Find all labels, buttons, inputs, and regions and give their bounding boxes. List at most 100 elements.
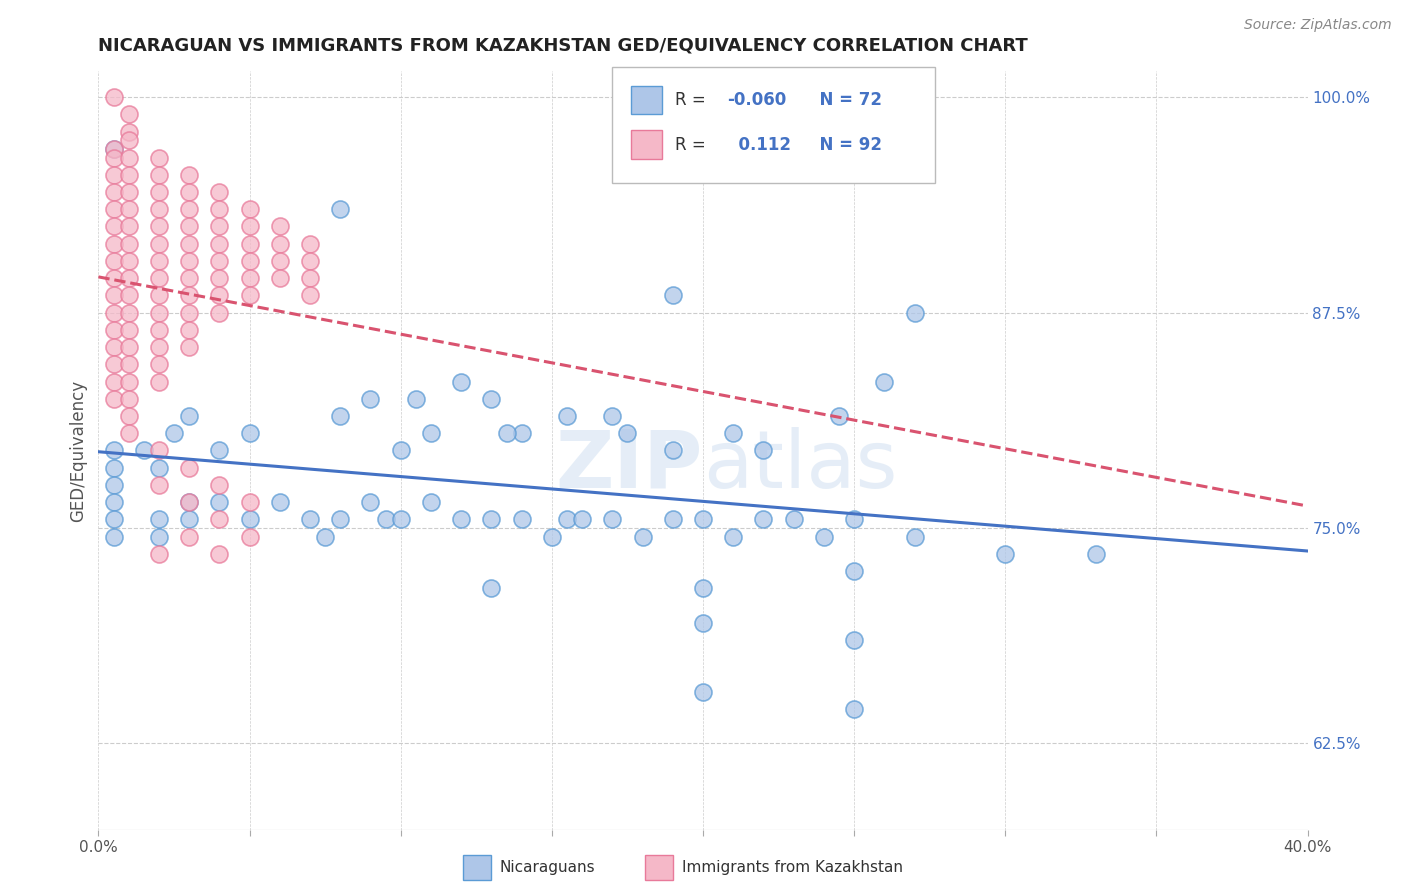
Point [103, 142, 125, 156]
Text: N = 72: N = 72 [808, 91, 883, 109]
Point [103, 340, 125, 354]
Point [555, 409, 578, 423]
Point [103, 288, 125, 302]
Point [329, 512, 352, 526]
Point [692, 582, 714, 596]
Point [132, 443, 155, 458]
Point [148, 323, 170, 337]
Point [239, 495, 262, 509]
Point [148, 288, 170, 302]
Point [661, 288, 683, 302]
Point [208, 512, 231, 526]
Point [163, 426, 186, 441]
Point [208, 288, 231, 302]
Point [103, 202, 125, 217]
Point [374, 512, 396, 526]
Point [329, 202, 352, 217]
Point [692, 684, 714, 698]
Point [103, 305, 125, 319]
Point [510, 512, 533, 526]
Point [873, 375, 896, 389]
Point [420, 495, 443, 509]
Text: R =: R = [675, 91, 711, 109]
Point [103, 151, 125, 165]
Point [103, 168, 125, 182]
Point [118, 426, 141, 441]
Text: R =: R = [675, 136, 711, 153]
Point [103, 512, 125, 526]
Point [481, 392, 503, 406]
Point [540, 530, 562, 544]
Point [555, 512, 578, 526]
Point [239, 271, 262, 285]
Point [179, 305, 201, 319]
Point [103, 443, 125, 458]
Point [269, 271, 291, 285]
Point [602, 409, 624, 423]
Point [314, 530, 336, 544]
Point [179, 253, 201, 268]
Point [389, 443, 412, 458]
Point [118, 125, 141, 139]
Point [148, 512, 170, 526]
Point [179, 495, 201, 509]
Point [208, 202, 231, 217]
Point [103, 219, 125, 234]
Point [103, 323, 125, 337]
Point [208, 547, 231, 561]
Point [103, 392, 125, 406]
Point [118, 305, 141, 319]
Point [661, 443, 683, 458]
Point [148, 443, 170, 458]
Point [118, 107, 141, 121]
Point [994, 547, 1017, 561]
Point [118, 219, 141, 234]
Text: atlas: atlas [703, 426, 897, 505]
Point [844, 512, 866, 526]
Point [148, 219, 170, 234]
Text: Nicaraguans: Nicaraguans [499, 861, 595, 875]
Point [239, 219, 262, 234]
Point [239, 288, 262, 302]
Point [148, 357, 170, 371]
Point [239, 253, 262, 268]
Point [571, 512, 593, 526]
Point [118, 392, 141, 406]
Point [783, 512, 806, 526]
Point [208, 443, 231, 458]
Point [118, 340, 141, 354]
Point [269, 219, 291, 234]
Point [208, 185, 231, 199]
Text: 0.112: 0.112 [727, 136, 792, 153]
Point [103, 90, 125, 104]
Point [103, 185, 125, 199]
Point [299, 236, 322, 251]
Point [148, 185, 170, 199]
Point [118, 375, 141, 389]
Point [616, 426, 638, 441]
Point [103, 530, 125, 544]
Point [239, 530, 262, 544]
Point [103, 495, 125, 509]
Point [118, 133, 141, 147]
Point [118, 185, 141, 199]
Text: -0.060: -0.060 [727, 91, 786, 109]
Point [752, 443, 775, 458]
Point [118, 168, 141, 182]
Point [723, 530, 745, 544]
Point [269, 253, 291, 268]
Text: Immigrants from Kazakhstan: Immigrants from Kazakhstan [682, 861, 903, 875]
Text: NICARAGUAN VS IMMIGRANTS FROM KAZAKHSTAN GED/EQUIVALENCY CORRELATION CHART: NICARAGUAN VS IMMIGRANTS FROM KAZAKHSTAN… [98, 37, 1028, 54]
Point [405, 392, 427, 406]
Point [148, 375, 170, 389]
Point [148, 151, 170, 165]
Point [299, 288, 322, 302]
Point [269, 236, 291, 251]
Point [148, 253, 170, 268]
Point [179, 219, 201, 234]
Point [208, 271, 231, 285]
Point [118, 357, 141, 371]
Point [179, 340, 201, 354]
Point [208, 495, 231, 509]
Point [148, 202, 170, 217]
